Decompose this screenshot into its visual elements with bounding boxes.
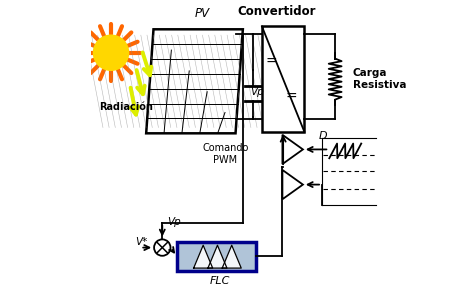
Bar bbox=[262, 26, 304, 132]
Bar bbox=[177, 242, 256, 271]
Text: Vp: Vp bbox=[250, 87, 264, 97]
Polygon shape bbox=[194, 245, 213, 268]
Polygon shape bbox=[222, 245, 241, 268]
Text: V*: V* bbox=[135, 237, 147, 247]
Text: Vp: Vp bbox=[167, 217, 181, 227]
Text: Radiación: Radiación bbox=[99, 102, 153, 112]
Circle shape bbox=[154, 239, 171, 256]
Text: Carga
Resistiva: Carga Resistiva bbox=[353, 68, 406, 90]
Text: =: = bbox=[285, 90, 297, 104]
Text: =: = bbox=[265, 54, 277, 69]
Circle shape bbox=[93, 35, 128, 70]
Text: Comando
PWM: Comando PWM bbox=[202, 143, 248, 165]
Polygon shape bbox=[283, 135, 303, 164]
Text: D: D bbox=[319, 131, 328, 141]
Text: Convertidor: Convertidor bbox=[237, 5, 316, 18]
Text: FLC: FLC bbox=[209, 276, 229, 286]
Polygon shape bbox=[146, 29, 243, 133]
Polygon shape bbox=[283, 170, 303, 199]
Text: PV: PV bbox=[194, 7, 210, 20]
Polygon shape bbox=[208, 245, 227, 268]
